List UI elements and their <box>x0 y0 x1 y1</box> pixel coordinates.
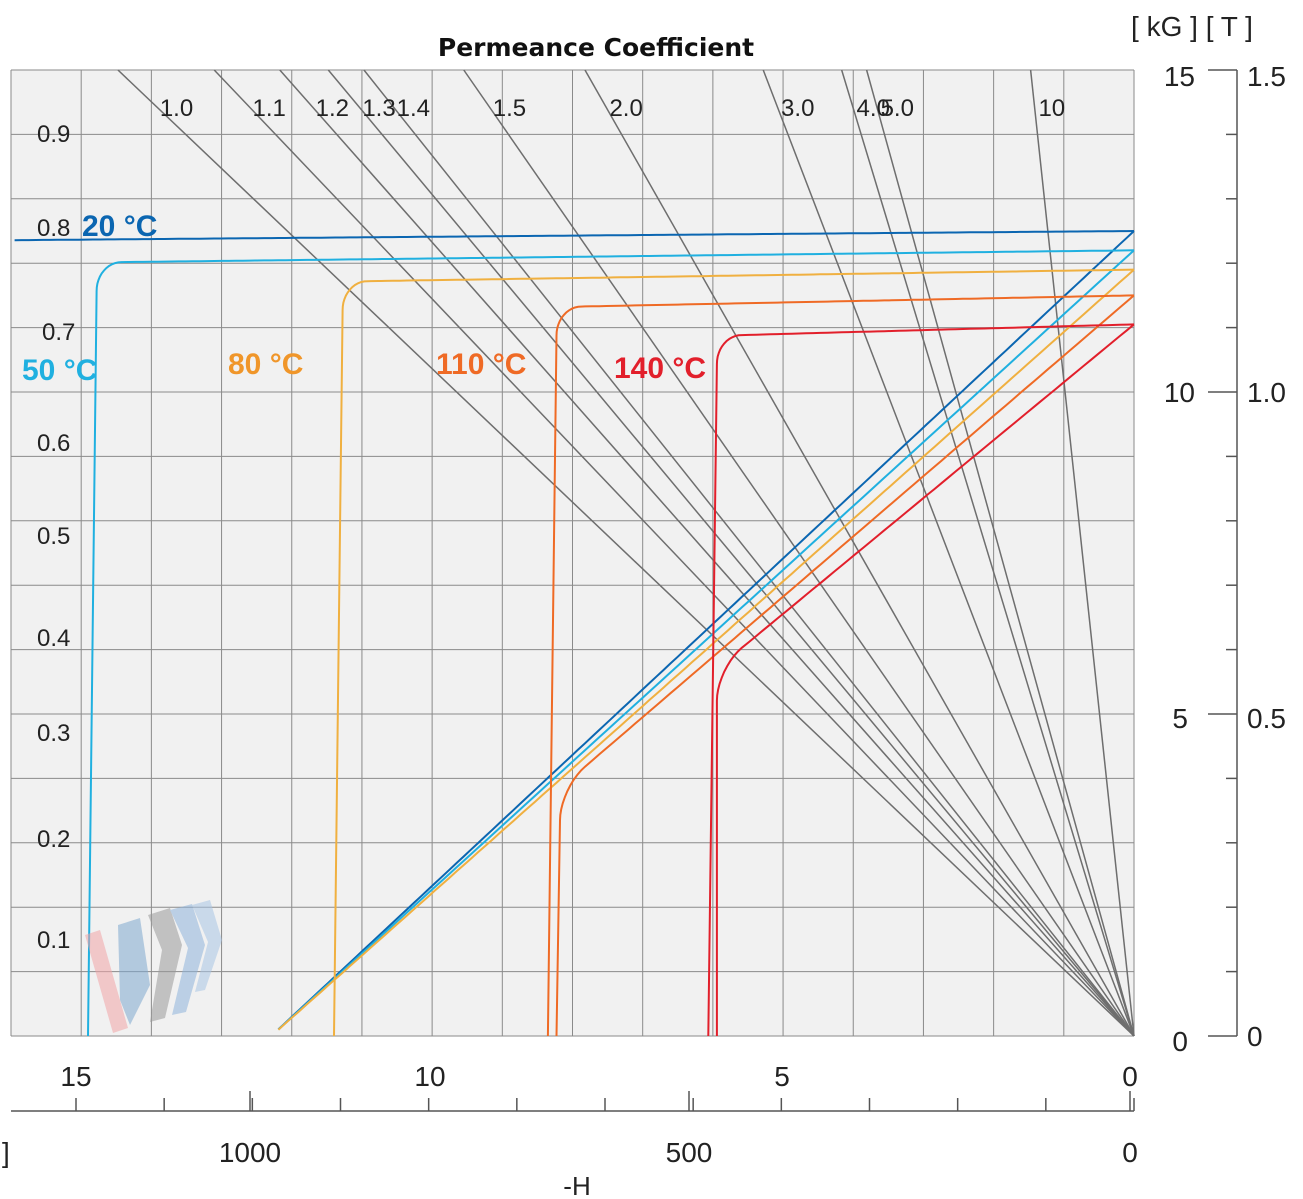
left-tick-0-6: 0.6 <box>37 430 70 457</box>
permeance-line <box>865 69 1135 1037</box>
left-tick-0-3: 0.3 <box>37 720 70 747</box>
kg-tick-10: 10 <box>1164 377 1195 408</box>
kg-tick-15: 15 <box>1164 61 1195 92</box>
t-tick-0: 0 <box>1247 1021 1263 1052</box>
left-tick-0-4: 0.4 <box>37 625 70 652</box>
x-tick-0-bottom: 0 <box>1122 1137 1138 1168</box>
permeance-line <box>762 69 1135 1037</box>
left-tick-0-2: 0.2 <box>37 826 70 853</box>
chart-title: Permeance Coefficient <box>438 33 754 62</box>
permeance-label: 5.0 <box>881 95 914 122</box>
x-tick-10: 10 <box>414 1061 445 1092</box>
x-tick-15: 15 <box>60 1061 91 1092</box>
normal-curve <box>277 268 1135 1031</box>
x-axis-partial-label: ] <box>2 1137 10 1168</box>
permeance-line <box>279 69 1135 1037</box>
permeance-label: 1.5 <box>493 95 526 122</box>
permeance-line <box>213 69 1135 1037</box>
kg-tick-5: 5 <box>1172 703 1188 734</box>
t-tick-0-5: 0.5 <box>1247 703 1286 734</box>
label-140c: 140 °C <box>614 352 706 385</box>
permeance-line <box>463 69 1135 1037</box>
normal-curve <box>277 230 1135 1031</box>
x-axis-label: -H <box>563 1171 590 1199</box>
permeance-line <box>117 69 1135 1037</box>
permeance-line <box>363 69 1135 1037</box>
x-tick-0: 0 <box>1122 1061 1138 1092</box>
permeance-line <box>584 69 1135 1037</box>
grid <box>10 69 1135 1037</box>
label-20c: 20 °C <box>82 210 157 243</box>
intrinsic-curve <box>707 323 1135 1037</box>
permeance-label: 2.0 <box>609 95 642 122</box>
logo-watermark-icon <box>85 900 222 1033</box>
permeance-label: 1.1 <box>252 95 285 122</box>
permeance-label: 1.2 <box>316 95 349 122</box>
intrinsic-curve <box>546 294 1135 1037</box>
normal-curve <box>555 294 1135 1037</box>
t-tick-1-5: 1.5 <box>1247 61 1286 92</box>
x-tick-500: 500 <box>666 1137 713 1168</box>
intrinsic-curve <box>14 230 1135 242</box>
t-tick-1-0: 1.0 <box>1247 377 1286 408</box>
permeance-label: 3.0 <box>781 95 814 122</box>
right-axis-units: [ kG ] [ T ] <box>1131 11 1253 42</box>
left-tick-0-7: 0.7 <box>42 319 75 346</box>
permeance-line <box>840 69 1135 1037</box>
label-50c: 50 °C <box>22 354 97 387</box>
label-80c: 80 °C <box>228 348 303 381</box>
left-tick-0-5: 0.5 <box>37 523 70 550</box>
normal-curve <box>277 249 1135 1031</box>
label-110c: 110 °C <box>436 348 526 381</box>
permeance-label: 1.4 <box>397 95 430 122</box>
permeance-labels: 1.0 1.1 1.2 1.3 1.4 1.5 2.0 3.0 4.05.0 10 <box>160 95 1065 122</box>
permeance-label: 4.0 <box>857 95 890 122</box>
bottom-axis-ticks <box>75 1091 1135 1111</box>
left-y-tick-labels: 0.9 0.8 0.7 0.6 0.5 0.4 0.3 0.2 0.1 <box>37 121 75 954</box>
demagnetization-curves <box>14 230 1135 1037</box>
right-axis: [ kG ] [ T ] 15 10 5 0 1.5 1.0 0.5 0 <box>1131 11 1286 1057</box>
left-tick-0-9: 0.9 <box>37 121 70 148</box>
bottom-axis: 15 10 5 0 1000 500 0 ] -H <box>2 1061 1138 1199</box>
x-tick-5: 5 <box>774 1061 790 1092</box>
normal-curve <box>715 323 1135 1036</box>
kg-tick-0: 0 <box>1172 1026 1188 1057</box>
x-tick-1000: 1000 <box>219 1137 281 1168</box>
left-tick-0-1: 0.1 <box>37 927 70 954</box>
permeance-label: 10 <box>1038 95 1065 122</box>
left-tick-0-8: 0.8 <box>37 215 70 242</box>
permeance-label: 1.3 <box>362 95 395 122</box>
permeance-line <box>327 69 1135 1037</box>
permeance-label: 1.0 <box>160 95 193 122</box>
right-axis-ticks <box>1208 69 1237 1037</box>
intrinsic-curve <box>87 249 1135 1037</box>
intrinsic-curve <box>333 268 1135 1037</box>
